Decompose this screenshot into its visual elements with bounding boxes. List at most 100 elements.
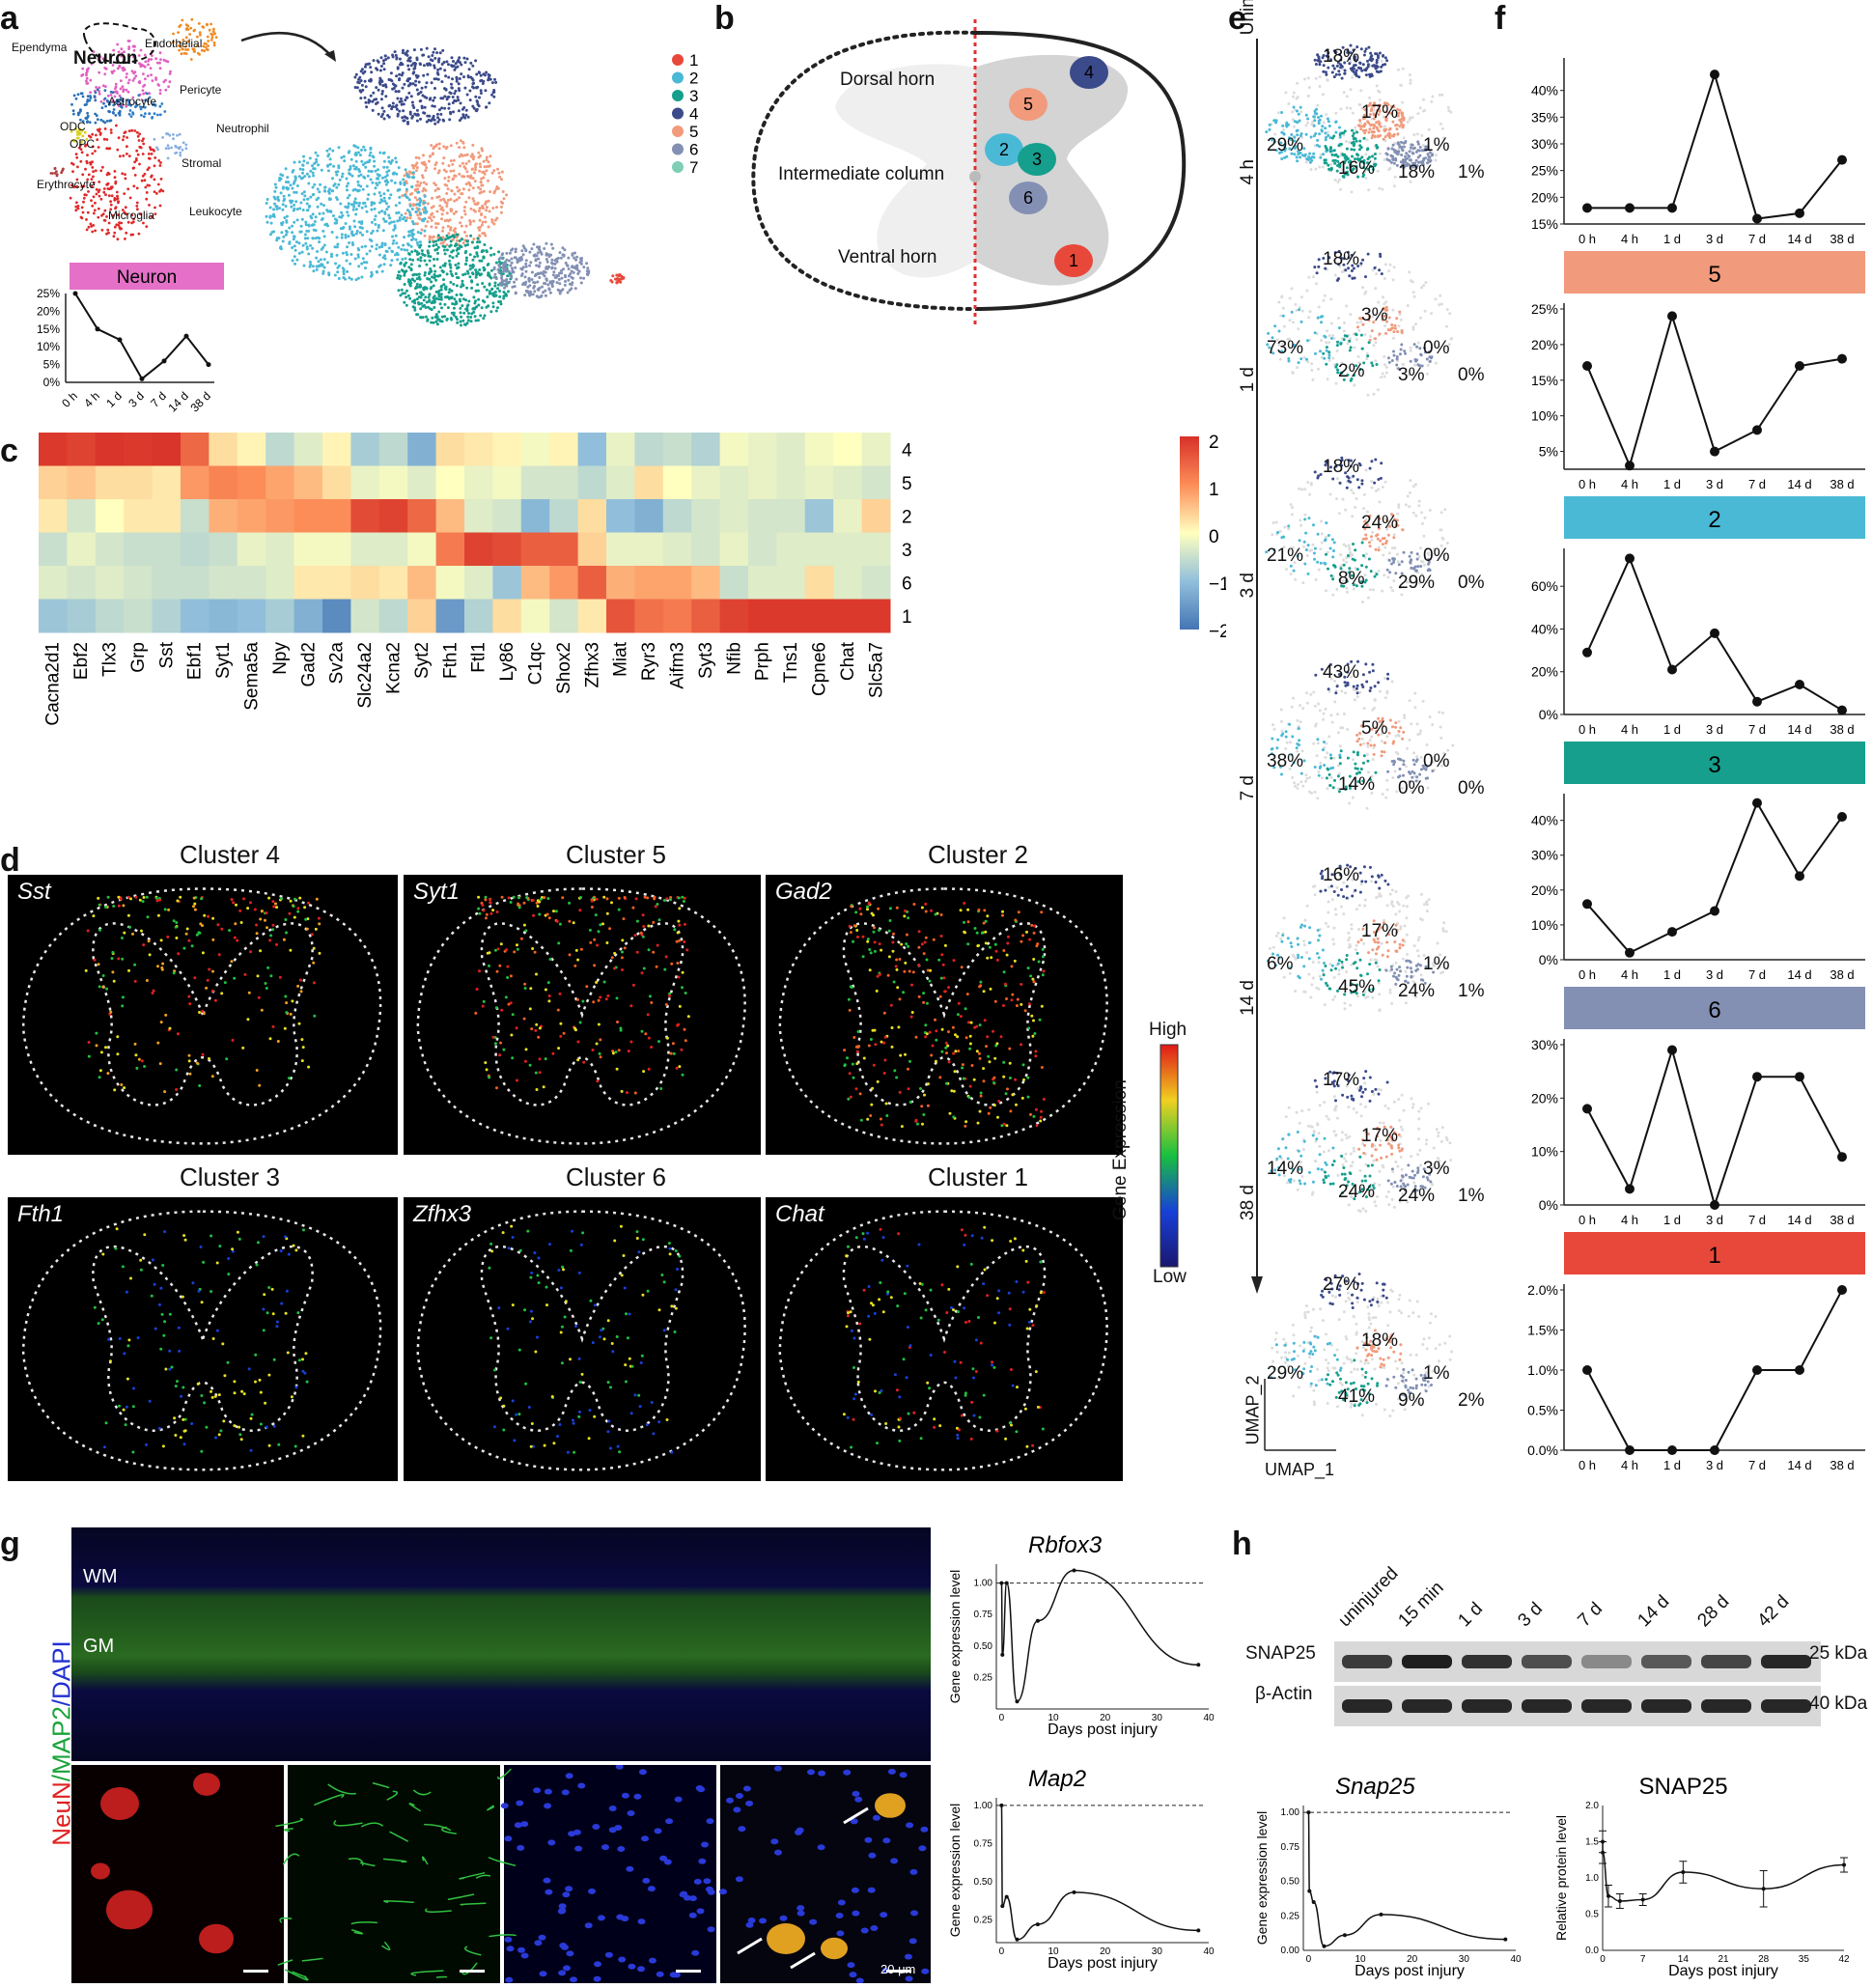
umap-point bbox=[154, 212, 157, 216]
expression-dot bbox=[200, 1394, 204, 1397]
expression-dot bbox=[292, 905, 295, 909]
expression-dot bbox=[928, 979, 932, 983]
expression-dot bbox=[1032, 980, 1036, 984]
expression-dot bbox=[1038, 1018, 1042, 1022]
cluster-umap-point bbox=[457, 262, 461, 266]
umap-point bbox=[131, 79, 135, 82]
cluster-umap-point bbox=[390, 220, 393, 224]
cluster-umap-point bbox=[377, 181, 381, 184]
cluster-umap-point bbox=[454, 227, 457, 231]
cluster-umap-point bbox=[340, 175, 344, 179]
expression-dot bbox=[533, 1251, 537, 1255]
umap-base-point bbox=[1430, 99, 1434, 103]
expression-dot bbox=[123, 1086, 126, 1090]
cluster-umap-point bbox=[336, 270, 340, 274]
cluster-umap-point bbox=[476, 283, 480, 287]
expression-dot bbox=[947, 1287, 951, 1291]
expression-dot bbox=[1011, 1093, 1015, 1097]
cluster-umap-point bbox=[380, 269, 384, 273]
umap-base-point bbox=[1401, 67, 1405, 70]
expression-dot bbox=[201, 1009, 205, 1013]
cluster-umap-point bbox=[411, 299, 414, 303]
umap-point bbox=[182, 39, 185, 42]
expression-dot bbox=[900, 942, 904, 946]
cluster-umap-point bbox=[321, 271, 325, 275]
expression-dot bbox=[572, 1421, 575, 1425]
legend-label-4: 4 bbox=[689, 105, 698, 124]
cluster-umap-point bbox=[459, 139, 462, 143]
expression-dot bbox=[992, 1104, 996, 1107]
cluster-umap-point bbox=[453, 92, 457, 96]
expression-dot bbox=[627, 1050, 630, 1053]
neuron-cluster-umap bbox=[265, 46, 626, 327]
heatmap-cell bbox=[464, 433, 493, 466]
cluster-umap-point bbox=[380, 244, 384, 247]
expression-dot bbox=[982, 921, 986, 925]
cluster-umap-point bbox=[415, 113, 419, 117]
umap-point bbox=[73, 139, 77, 143]
cluster-umap-point bbox=[445, 205, 449, 208]
expression-dot bbox=[961, 1063, 964, 1067]
cluster-umap-point bbox=[420, 228, 424, 232]
legend-dot-6 bbox=[672, 143, 684, 155]
umap-point bbox=[109, 90, 113, 94]
heatmap-cell bbox=[39, 532, 68, 567]
cluster-umap-point bbox=[365, 210, 369, 213]
expression-dot bbox=[264, 982, 267, 985]
cluster-umap-point bbox=[347, 151, 350, 154]
expression-dot bbox=[127, 968, 130, 972]
expression-dot bbox=[190, 944, 194, 948]
umap-base-point bbox=[1378, 152, 1382, 155]
expression-dot bbox=[1015, 1103, 1018, 1106]
cluster-umap-point bbox=[293, 235, 296, 238]
cluster-umap-point bbox=[436, 116, 439, 120]
umap-point bbox=[164, 88, 168, 92]
heatmap-cell bbox=[152, 433, 182, 466]
umap-point bbox=[134, 105, 137, 109]
expression-dot bbox=[104, 1046, 107, 1050]
expression-dot bbox=[650, 1046, 654, 1049]
expression-dot bbox=[866, 905, 869, 909]
expression-dot bbox=[1015, 1430, 1019, 1434]
expression-dot bbox=[929, 968, 933, 972]
cluster-umap-point bbox=[487, 160, 490, 164]
cluster-umap-point bbox=[470, 286, 474, 290]
umap-base-point bbox=[1440, 93, 1444, 97]
umap-point bbox=[125, 231, 128, 235]
cluster-umap-point bbox=[445, 98, 449, 101]
umap-point bbox=[118, 113, 122, 117]
expression-dot bbox=[126, 913, 130, 917]
heatmap-cell bbox=[776, 566, 806, 600]
cluster-umap-point bbox=[346, 269, 349, 273]
cluster-umap-point bbox=[280, 223, 284, 227]
cluster-umap-point bbox=[382, 117, 386, 121]
expression-dot bbox=[1011, 993, 1015, 996]
expression-dot bbox=[619, 1224, 623, 1228]
umap-point bbox=[136, 153, 140, 156]
cluster-umap-point bbox=[377, 265, 381, 268]
cluster-umap-point bbox=[355, 86, 359, 90]
umap-point bbox=[109, 131, 113, 134]
cluster-umap-point bbox=[547, 253, 550, 257]
expression-dot bbox=[855, 929, 859, 932]
cluster-umap-point bbox=[360, 68, 364, 71]
expression-dot bbox=[597, 1022, 601, 1026]
cluster-umap-point bbox=[431, 104, 434, 108]
umap-point bbox=[94, 112, 97, 116]
umap-point bbox=[89, 162, 93, 166]
cluster-umap-point bbox=[403, 82, 406, 86]
umap-point bbox=[164, 147, 168, 151]
umap-point bbox=[141, 174, 145, 178]
umap-point bbox=[127, 129, 131, 133]
cluster-umap-point bbox=[312, 269, 316, 273]
umap-point bbox=[131, 112, 135, 116]
cluster-umap-point bbox=[421, 208, 425, 211]
cluster-umap-point bbox=[508, 259, 511, 263]
cluster-umap-point bbox=[268, 214, 272, 218]
expression-dot bbox=[266, 966, 270, 969]
umap-base-point bbox=[1339, 107, 1343, 111]
expression-dot bbox=[1040, 1109, 1043, 1113]
expression-dot bbox=[156, 965, 159, 968]
expression-dot bbox=[678, 1254, 682, 1258]
cluster-umap-point bbox=[547, 288, 551, 292]
